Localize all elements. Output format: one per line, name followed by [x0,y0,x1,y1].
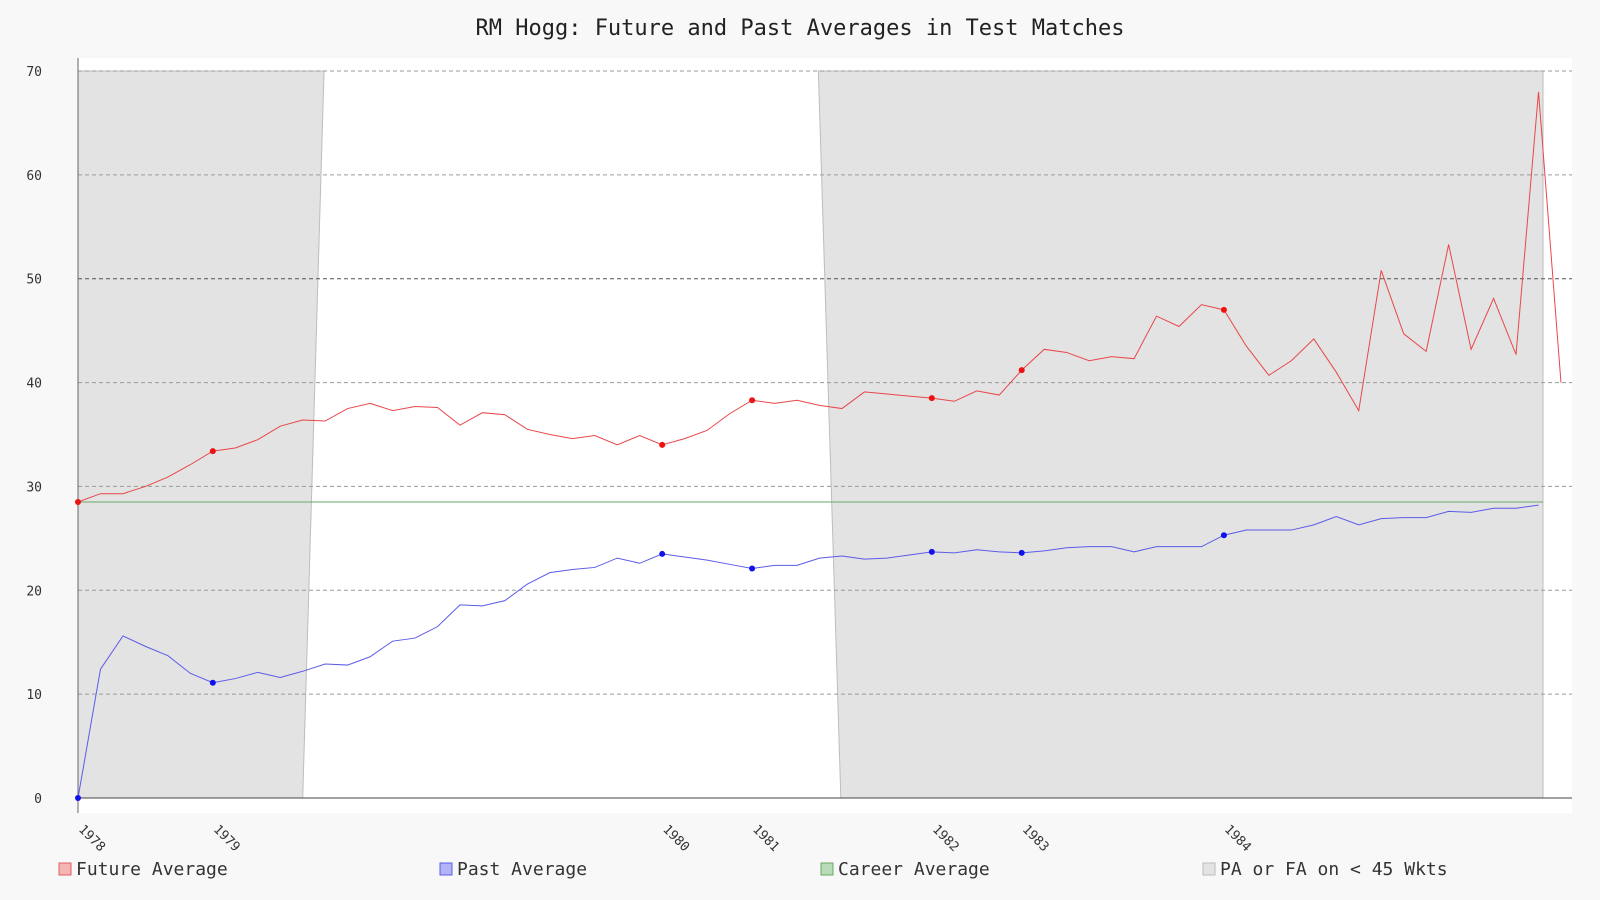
axes [77,58,1572,813]
y-tick-label-10: 10 [26,688,42,703]
y-tick-label-70: 70 [26,65,42,80]
legend-future-average-swatch [58,862,72,876]
series-lines [77,91,1562,799]
legend-shaded-region-label: PA or FA on < 45 Wkts [1220,859,1448,880]
legend-career-average-swatch [820,862,834,876]
series-markers [75,306,1227,801]
past-average-marker-1 [75,795,81,801]
past-average-marker-39 [928,548,935,555]
shaded-region-2 [817,70,1544,799]
future-average-marker-43 [1018,367,1025,374]
future-average-marker-1 [75,499,81,506]
y-tick-label-20: 20 [26,584,42,599]
past-average-marker-52 [1220,532,1227,539]
legend-past-average-label: Past Average [457,859,587,880]
legend-future-average-label: Future Average [76,859,228,880]
chart-title: RM Hogg: Future and Past Averages in Tes… [475,16,1124,41]
past-average-marker-27 [659,550,666,557]
future-average-marker-7 [209,448,216,455]
legend-shaded-region-swatch [1202,862,1216,876]
y-tick-label-30: 30 [26,480,42,495]
legend-career-average-label: Career Average [838,859,990,880]
future-average-marker-27 [659,441,666,448]
y-tick-label-40: 40 [26,377,42,392]
future-average-marker-52 [1220,306,1227,313]
past-average-marker-31 [749,565,756,572]
y-tick-label-0: 0 [34,792,42,807]
past-average-marker-43 [1018,549,1025,556]
shaded-region-1 [77,70,325,799]
y-tick-label-60: 60 [26,169,42,184]
future-average-marker-39 [928,395,935,402]
past-average-line [77,504,1539,799]
y-tick-label-50: 50 [26,273,42,288]
future-average-marker-31 [749,397,756,404]
past-average-marker-7 [209,679,216,686]
future-average-line [77,91,1562,503]
shaded-regions [77,70,1544,799]
legend: Future Average Past Average Career Average… [58,859,1448,880]
legend-past-average-swatch [439,862,453,876]
